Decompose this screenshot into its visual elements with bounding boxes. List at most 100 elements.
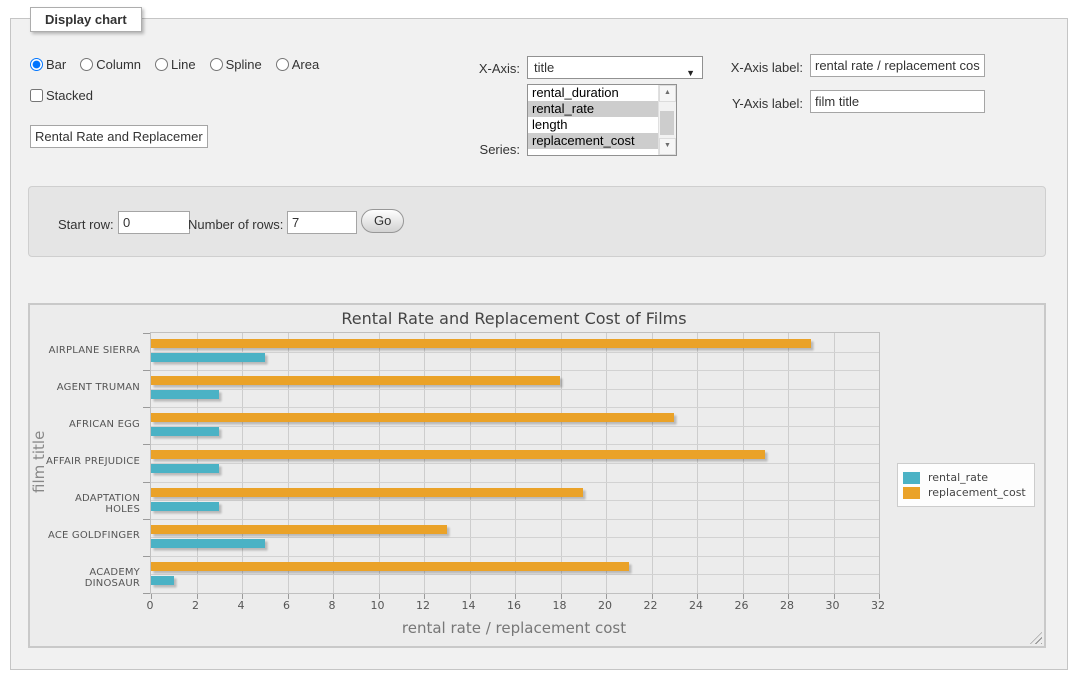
bar-replacement_cost [151, 525, 447, 534]
bar-rental_rate [151, 427, 219, 436]
scrollbar-thumb[interactable] [660, 111, 674, 135]
x-tick-label: 22 [631, 599, 671, 612]
plot-area [150, 332, 880, 594]
legend-item: rental_rate [903, 471, 1026, 484]
radio-bar[interactable]: Bar [30, 57, 66, 72]
x-tick-label: 14 [449, 599, 489, 612]
gridline [151, 463, 879, 464]
radio-area[interactable]: Area [276, 57, 319, 72]
radio-bar-input[interactable] [30, 58, 43, 71]
legend-label: rental_rate [928, 471, 988, 484]
chart-type-radio-group: Bar Column Line Spline Area [30, 57, 327, 72]
series-option-rental-duration[interactable]: rental_duration [528, 85, 676, 101]
chart-title: Rental Rate and Replacement Cost of Film… [150, 309, 878, 328]
legend-swatch-rental_rate [903, 472, 920, 484]
category-label: AFFAIR PREJUDICE [38, 456, 140, 467]
gridline [151, 426, 879, 427]
tick-mark [143, 370, 150, 371]
scroll-up-icon[interactable]: ▲ [659, 85, 676, 102]
y-axis-label-caption: Y-Axis label: [700, 96, 803, 111]
bar-replacement_cost [151, 450, 765, 459]
x-tick-label: 28 [767, 599, 807, 612]
start-row-input[interactable] [118, 211, 190, 234]
x-tick-label: 6 [267, 599, 307, 612]
stacked-checkbox[interactable] [30, 89, 43, 102]
x-axis-select[interactable]: title ▼ [527, 56, 703, 79]
scroll-down-icon[interactable]: ▼ [659, 138, 676, 155]
tick-mark [143, 333, 150, 334]
tick-mark [143, 407, 150, 408]
gridline [151, 370, 879, 371]
tick-mark [143, 444, 150, 445]
gridline [151, 407, 879, 408]
radio-spline-input[interactable] [210, 58, 223, 71]
x-tick-label: 16 [494, 599, 534, 612]
radio-column[interactable]: Column [80, 57, 141, 72]
chart-legend: rental_rate replacement_cost [897, 463, 1035, 507]
bar-rental_rate [151, 502, 219, 511]
radio-line[interactable]: Line [155, 57, 196, 72]
series-scrollbar[interactable]: ▲ ▼ [658, 85, 676, 155]
resize-grip-icon[interactable] [1030, 632, 1042, 644]
bar-rental_rate [151, 353, 265, 362]
tick-mark [143, 593, 150, 594]
chevron-down-icon: ▼ [686, 63, 695, 83]
x-axis-selected-value: title [534, 60, 554, 75]
series-option-length[interactable]: length [528, 117, 676, 133]
x-tick-label: 20 [585, 599, 625, 612]
x-tick-label: 2 [176, 599, 216, 612]
series-multiselect[interactable]: rental_duration rental_rate length repla… [527, 84, 677, 156]
tick-mark [143, 556, 150, 557]
bar-rental_rate [151, 390, 219, 399]
x-tick-label: 30 [813, 599, 853, 612]
x-axis-select-label: X-Axis: [430, 61, 520, 76]
x-tick-label: 24 [676, 599, 716, 612]
x-tick-label: 8 [312, 599, 352, 612]
legend-swatch-replacement_cost [903, 487, 920, 499]
gridline [151, 389, 879, 390]
radio-area-input[interactable] [276, 58, 289, 71]
go-button[interactable]: Go [361, 209, 404, 233]
gridline [151, 482, 879, 483]
start-row-label: Start row: [58, 217, 114, 232]
stacked-checkbox-label[interactable]: Stacked [30, 88, 93, 103]
x-axis-label-caption: X-Axis label: [700, 60, 803, 75]
tick-mark [143, 519, 150, 520]
y-axis-label-input[interactable] [810, 90, 985, 113]
x-tick-label: 32 [858, 599, 898, 612]
x-tick-label: 10 [358, 599, 398, 612]
bar-replacement_cost [151, 562, 629, 571]
radio-spline[interactable]: Spline [210, 57, 262, 72]
tick-mark [143, 482, 150, 483]
category-label: ACADEMY DINOSAUR [38, 567, 140, 589]
chart-title-input[interactable] [30, 125, 208, 148]
gridline [151, 444, 879, 445]
x-axis-label-input[interactable] [810, 54, 985, 77]
panel-title: Display chart [30, 7, 142, 32]
gridline [151, 500, 879, 501]
series-option-replacement-cost[interactable]: replacement_cost [528, 133, 676, 149]
num-rows-input[interactable] [287, 211, 357, 234]
series-option-rental-rate[interactable]: rental_rate [528, 101, 676, 117]
series-list-label: Series: [430, 142, 520, 157]
bar-replacement_cost [151, 339, 811, 348]
legend-item: replacement_cost [903, 486, 1026, 499]
category-label: AIRPLANE SIERRA [38, 345, 140, 356]
chart-container: Rental Rate and Replacement Cost of Film… [28, 303, 1046, 648]
gridline [151, 574, 879, 575]
radio-column-input[interactable] [80, 58, 93, 71]
bar-rental_rate [151, 576, 174, 585]
x-tick-label: 18 [540, 599, 580, 612]
legend-label: replacement_cost [928, 486, 1026, 499]
bar-replacement_cost [151, 376, 560, 385]
bar-rental_rate [151, 539, 265, 548]
bar-replacement_cost [151, 488, 583, 497]
radio-line-input[interactable] [155, 58, 168, 71]
x-tick-label: 0 [130, 599, 170, 612]
x-tick-label: 4 [221, 599, 261, 612]
chart-x-axis-label: rental rate / replacement cost [150, 619, 878, 637]
x-tick-label: 26 [722, 599, 762, 612]
gridline [151, 556, 879, 557]
gridline [151, 519, 879, 520]
category-label: AFRICAN EGG [38, 419, 140, 430]
